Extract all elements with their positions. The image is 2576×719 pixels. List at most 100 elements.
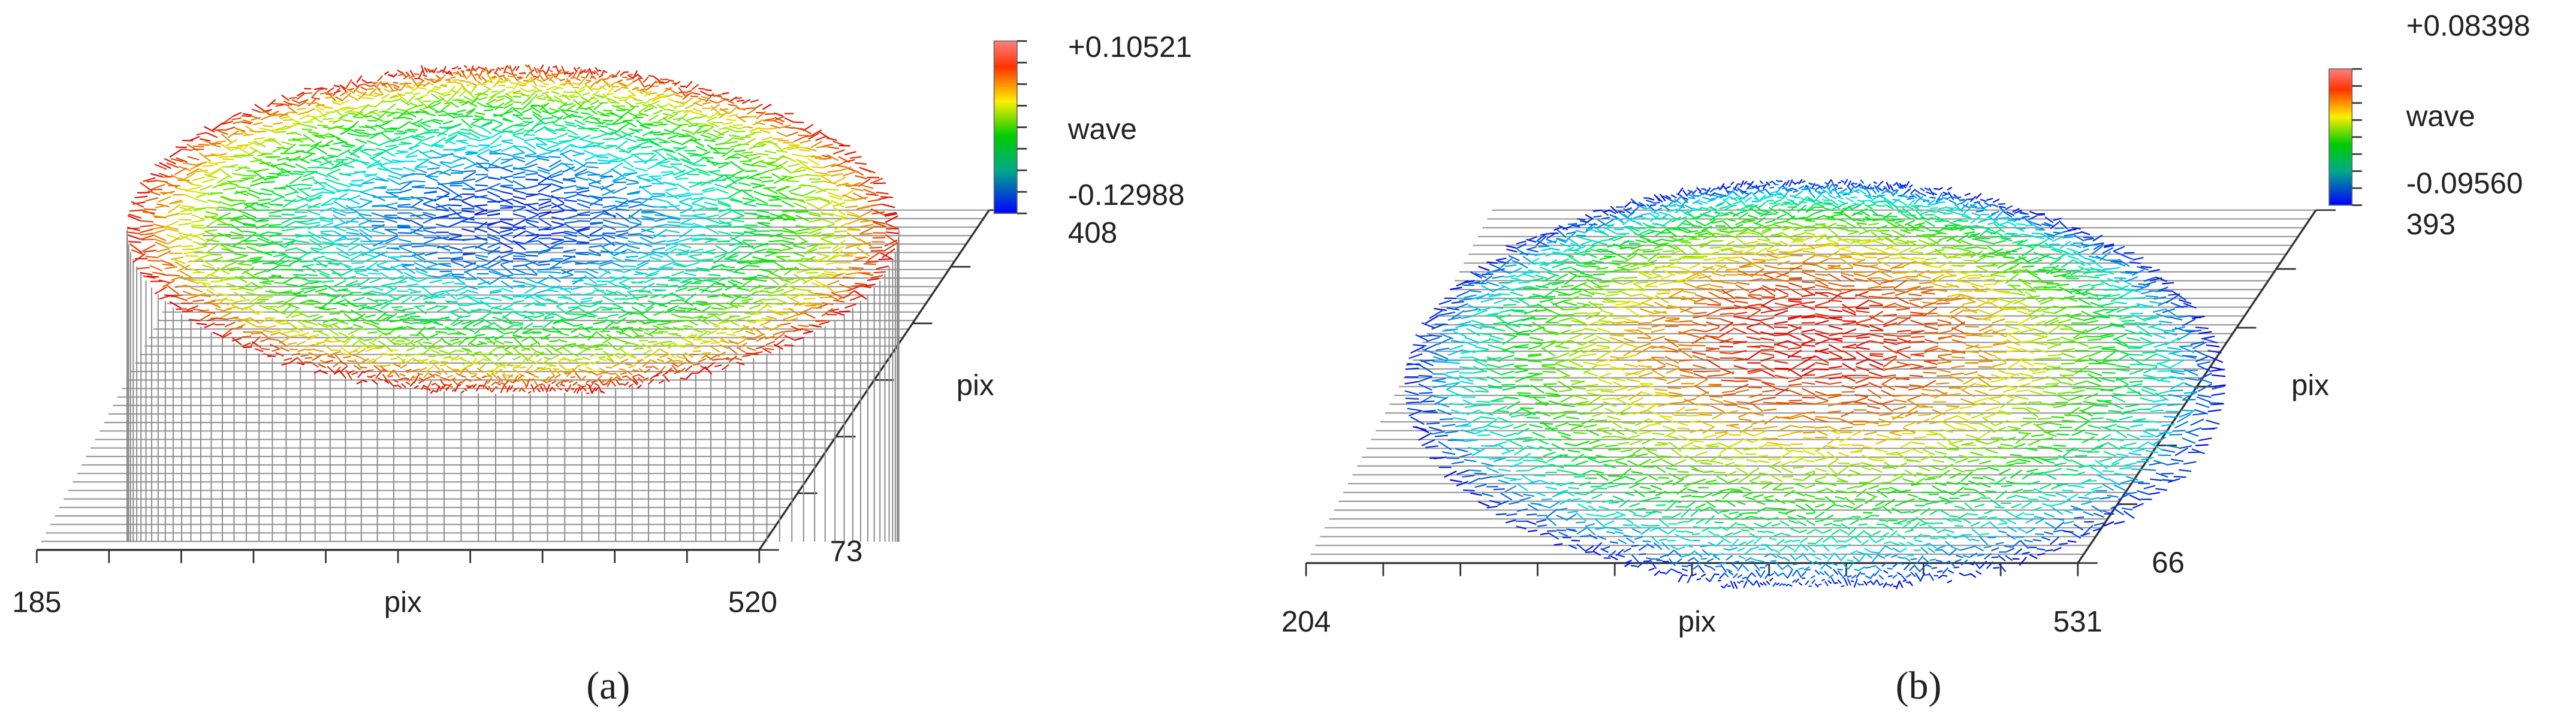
surface-line: [791, 251, 805, 258]
surface-line: [497, 383, 501, 386]
surface-line: [445, 326, 456, 331]
surface-line: [478, 297, 490, 300]
surface-line: [1536, 235, 1547, 246]
surface-line: [289, 329, 300, 334]
surface-line: [408, 75, 415, 79]
surface-line: [710, 104, 720, 111]
surface-line: [491, 123, 503, 131]
surface-line: [512, 311, 524, 317]
surface-line: [729, 197, 743, 203]
surface-line: [663, 309, 675, 314]
surface-line: [602, 210, 617, 219]
surface-line: [494, 340, 505, 345]
surface-line: [1883, 198, 1893, 207]
surface-line: [572, 324, 583, 327]
surface-line: [551, 220, 565, 226]
surface-line: [1836, 195, 1844, 200]
surface-line: [340, 85, 348, 93]
surface-line: [439, 379, 445, 386]
surface-line: [1873, 181, 1877, 185]
surface-line: [1741, 208, 1751, 213]
surface-line: [484, 105, 494, 108]
surface-line: [551, 223, 565, 230]
surface-line: [333, 370, 340, 375]
surface-line: [562, 321, 574, 326]
surface-line: [164, 158, 176, 165]
surface-line: [456, 295, 469, 300]
surface-line: [506, 385, 511, 393]
surface-line: [616, 222, 629, 227]
surface-line: [369, 156, 382, 165]
surface-line: [500, 167, 514, 173]
surface-line: [276, 259, 289, 266]
surface-line: [494, 334, 504, 340]
surface-line: [327, 355, 336, 359]
surface-line: [478, 145, 490, 152]
surface-line: [1977, 219, 1988, 223]
surface-line: [1763, 210, 1772, 213]
surface-line: [705, 355, 714, 361]
surface-line: [1586, 228, 1597, 232]
surface-line: [389, 171, 403, 176]
surface-line: [1796, 191, 1803, 197]
surface-line: [423, 212, 436, 216]
surface-line: [807, 235, 821, 237]
surface-line: [666, 357, 675, 363]
surface-line: [484, 85, 492, 90]
surface-line: [698, 124, 709, 128]
surface-line: [872, 220, 886, 225]
surface-line: [530, 77, 538, 87]
surface-line: [441, 84, 448, 86]
surface-line: [575, 176, 589, 181]
surface-line: [609, 157, 622, 162]
surface-line: [564, 230, 577, 234]
surface-line: [589, 237, 602, 241]
surface-line: [448, 204, 462, 207]
surface-line: [241, 342, 251, 348]
surface-line: [392, 98, 402, 102]
surface-line: [720, 268, 733, 272]
surface-line: [459, 80, 466, 82]
surface-line: [681, 299, 693, 306]
surface-line: [273, 188, 286, 190]
surface-line: [537, 98, 546, 100]
surface-line: [1991, 203, 1999, 207]
surface-line: [322, 243, 336, 249]
surface-line: [357, 348, 366, 354]
surface-line: [248, 189, 261, 195]
surface-line: [805, 147, 817, 152]
surface-line: [295, 197, 309, 203]
surface-line: [270, 240, 284, 247]
surface-line: [487, 69, 492, 74]
surface-line: [394, 309, 405, 312]
surface-line: [340, 352, 349, 356]
surface-line: [456, 140, 467, 142]
surface-line: [722, 92, 729, 95]
surface-line: [442, 120, 454, 125]
surface-line: [438, 114, 448, 116]
surface-line: [433, 119, 444, 122]
surface-line: [194, 245, 208, 250]
surface-line: [728, 320, 740, 327]
surface-line: [155, 204, 168, 209]
surface-line: [670, 140, 682, 145]
surface-line: [538, 240, 551, 250]
surface-line: [2012, 218, 2021, 221]
surface-line: [502, 130, 513, 134]
surface-line: [635, 167, 648, 172]
surface-line: [1903, 189, 1910, 195]
surface-line: [532, 85, 540, 91]
surface-line: [372, 111, 382, 117]
surface-line: [728, 156, 740, 159]
surface-line: [564, 215, 578, 220]
surface-line: [729, 134, 740, 137]
surface-line: [283, 163, 296, 168]
surface-line: [1618, 211, 1627, 218]
surface-line: [373, 355, 382, 361]
surface-line: [1764, 183, 1770, 186]
surface-line: [1726, 191, 1733, 198]
surface-line: [259, 162, 272, 165]
surface-line: [384, 71, 390, 75]
surface-line: [1785, 212, 1797, 220]
surface-line: [663, 129, 675, 134]
